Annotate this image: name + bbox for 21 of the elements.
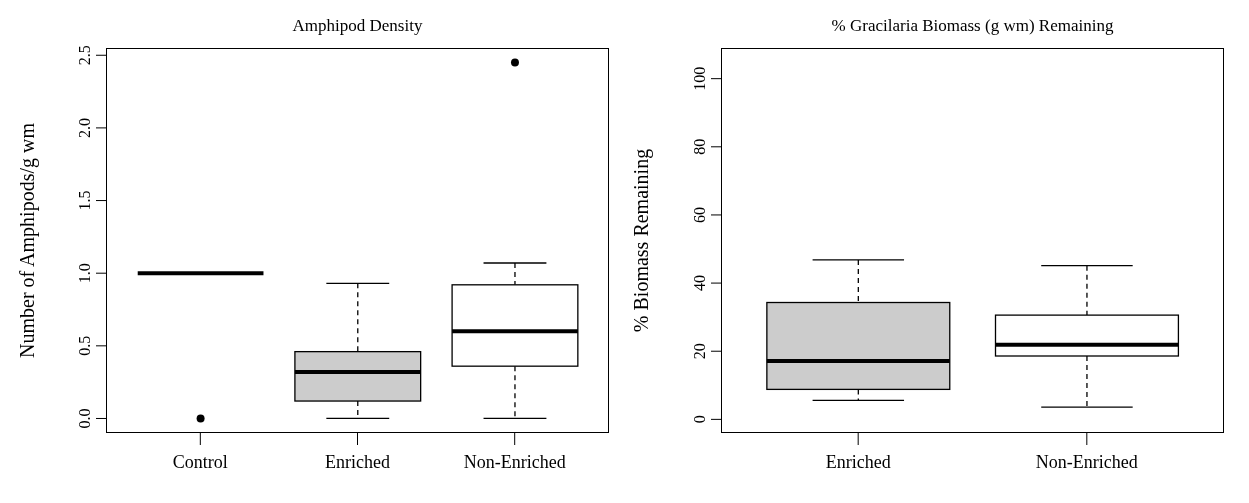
y-tick-label: 0 <box>691 415 708 424</box>
y-tick-label: 2.0 <box>76 117 93 138</box>
chart-title: % Gracilaria Biomass (g wm) Remaining <box>830 16 1115 36</box>
y-tick-label: 60 <box>691 206 708 223</box>
y-tick-label: 80 <box>691 138 708 155</box>
y-tick-label: 20 <box>691 343 708 360</box>
y-tick-label: 2.5 <box>76 45 93 66</box>
chart-title: Amphipod Density <box>291 16 424 36</box>
y-tick-label: 1.5 <box>76 190 93 211</box>
x-tick-label: Control <box>172 451 228 472</box>
y-tick-label: 0.5 <box>76 335 93 356</box>
x-tick-label: Non-Enriched <box>463 451 566 472</box>
y-tick-label: 40 <box>691 275 708 292</box>
y-axis-title: Number of Amphipods/g wm <box>15 123 39 358</box>
y-tick-label: 100 <box>691 66 708 91</box>
y-axis-title: % Biomass Remaining <box>630 148 654 333</box>
x-tick-label: Enriched <box>825 451 891 472</box>
x-tick-label: Enriched <box>325 451 390 472</box>
y-tick-label: 1.0 <box>76 263 93 284</box>
x-tick-label: Non-Enriched <box>1035 451 1138 472</box>
y-tick-label: 0.0 <box>76 408 93 429</box>
